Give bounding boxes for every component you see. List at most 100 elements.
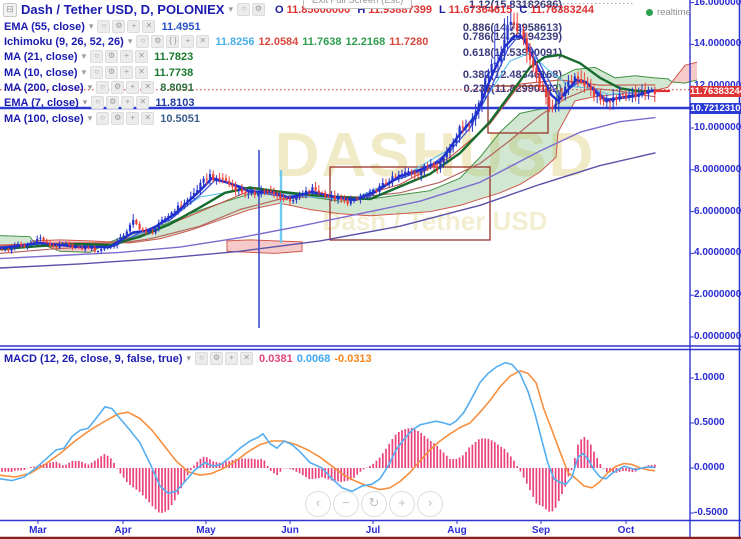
gear-icon[interactable]: ⚙ [106, 95, 120, 109]
plus-icon[interactable]: + [225, 351, 239, 365]
fib-label-0-618: 0.618(13.53990091) [462, 47, 562, 60]
close-icon[interactable]: ✕ [196, 34, 210, 48]
pan-right-button[interactable]: › [417, 491, 443, 517]
low-label: L [439, 3, 446, 16]
open-label: O [275, 3, 284, 16]
indicator-value: 11.7280 [389, 35, 429, 48]
chevron-down-icon[interactable]: ▾ [87, 113, 93, 123]
eye-icon[interactable]: ○ [96, 80, 110, 94]
chevron-down-icon[interactable]: ▾ [87, 82, 93, 92]
eye-icon[interactable]: ○ [91, 95, 105, 109]
indicator-label[interactable]: MA (200, close) [4, 81, 84, 94]
chevron-down-icon[interactable]: ▾ [88, 21, 94, 31]
exit-fullscreen-button[interactable]: Exit Full Screen (Esc) [303, 0, 413, 9]
plus-icon[interactable]: + [127, 19, 141, 33]
indicator-value: 11.4951 [161, 20, 201, 33]
realtime-dot-icon [646, 9, 653, 16]
gear-icon[interactable]: ⚙ [210, 351, 224, 365]
gear-icon[interactable]: ⚙ [252, 2, 265, 16]
indicator-label[interactable]: EMA (55, close) [4, 20, 85, 33]
macd-histogram [1, 428, 656, 513]
chevron-down-icon[interactable]: ▾ [81, 51, 87, 61]
pan-left-button[interactable]: ‹ [305, 491, 331, 517]
month-label: Sep [531, 525, 551, 536]
macd-tick-label: 0.0000 [694, 462, 725, 473]
legend-row-ma10: MA (10, close) ▾ ○ ⚙ + ✕ 11.7738 [4, 65, 194, 79]
gear-icon[interactable]: ⚙ [151, 34, 165, 48]
close-icon[interactable]: ✕ [141, 80, 155, 94]
plus-icon[interactable]: + [120, 65, 134, 79]
close-icon[interactable]: ✕ [135, 65, 149, 79]
indicator-value: 10.5051 [160, 112, 200, 125]
fib-label-1-12: 1.12(15.83182686) [469, 0, 562, 12]
price-tick-label: 14.0000000 [694, 38, 741, 50]
indicator-label[interactable]: Ichimoku (9, 26, 52, 26) [4, 35, 124, 48]
zoom-in-button[interactable]: + [389, 491, 415, 517]
gear-icon[interactable]: ⚙ [111, 80, 125, 94]
legend-row-ema55: EMA (55, close) ▾ ○ ⚙ + ✕ 11.4951 [4, 19, 201, 33]
realtime-label: realtime [657, 7, 691, 18]
eye-icon[interactable]: ○ [96, 111, 110, 125]
eye-icon[interactable]: ○ [97, 19, 111, 33]
gear-icon[interactable]: ⚙ [105, 49, 119, 63]
indicator-value: 8.8091 [160, 81, 194, 94]
gear-icon[interactable]: ⚙ [112, 19, 126, 33]
last-price-tag: 11.76383244 [690, 85, 741, 97]
close-icon[interactable]: ✕ [240, 351, 254, 365]
plus-icon[interactable]: + [181, 34, 195, 48]
close-icon[interactable]: ✕ [136, 95, 150, 109]
month-label: Aug [447, 525, 467, 536]
alert-price-tag: 10.7212310 [690, 102, 741, 114]
close-icon[interactable]: ✕ [141, 111, 155, 125]
legend-row-ma21: MA (21, close) ▾ ○ ⚙ + ✕ 11.7823 [4, 49, 193, 63]
indicator-value: 11.8103 [155, 96, 195, 109]
legend-row-ma200: MA (200, close) ▾ ○ ⚙ + ✕ 8.8091 [4, 80, 194, 94]
indicator-label[interactable]: MACD (12, 26, close, 9, false, true) [4, 352, 183, 365]
chevron-down-icon[interactable]: ▾ [81, 67, 87, 77]
close-label: C [519, 3, 528, 16]
zoom-out-button[interactable]: − [333, 491, 359, 517]
gear-icon[interactable]: ⚙ [111, 111, 125, 125]
legend-row-macd: MACD (12, 26, close, 9, false, true) ▾ ○… [4, 351, 372, 365]
eye-icon[interactable]: ○ [136, 34, 150, 48]
plus-icon[interactable]: + [121, 95, 135, 109]
indicator-label[interactable]: EMA (7, close) [4, 96, 79, 109]
chevron-down-icon[interactable]: ▾ [186, 353, 192, 363]
eye-icon[interactable]: ○ [90, 49, 104, 63]
month-label: Mar [29, 525, 47, 536]
chevron-down-icon[interactable]: ▾ [228, 4, 233, 14]
plus-icon[interactable]: + [126, 111, 140, 125]
indicator-label[interactable]: MA (100, close) [4, 112, 84, 125]
month-label: Apr [114, 525, 132, 536]
eye-icon[interactable]: ○ [195, 351, 209, 365]
indicator-value: 11.7638 [302, 35, 342, 48]
chevron-down-icon[interactable]: ▾ [82, 97, 88, 107]
plus-icon[interactable]: + [126, 80, 140, 94]
close-icon[interactable]: ✕ [135, 49, 149, 63]
indicator-value: 11.7738 [154, 66, 194, 79]
indicator-label[interactable]: MA (21, close) [4, 50, 78, 63]
eye-icon[interactable]: ○ [90, 65, 104, 79]
legend-row-ma100: MA (100, close) ▾ ○ ⚙ + ✕ 10.5051 [4, 111, 200, 125]
indicator-label[interactable]: MA (10, close) [4, 66, 78, 79]
indicator-value: 12.2168 [345, 35, 386, 48]
candles [0, 1, 656, 255]
close-value: 11.76383244 [530, 3, 594, 16]
chevron-down-icon[interactable]: ▾ [127, 36, 133, 46]
collapse-icon[interactable]: ⊟ [3, 2, 17, 17]
fib-label-0-886: 0.886(14.73958613) [462, 21, 562, 34]
eye-icon[interactable]: ○ [237, 2, 250, 16]
price-tick-label: 10.0000000 [694, 122, 741, 133]
plus-icon[interactable]: + [120, 49, 134, 63]
symbol-title[interactable]: Dash / Tether USD, D, POLONIEX [21, 2, 225, 17]
gear-icon[interactable]: ⚙ [105, 65, 119, 79]
close-icon[interactable]: ✕ [142, 19, 156, 33]
chart-header: ⊟ Dash / Tether USD, D, POLONIEX ▾ ○ ⚙ O … [3, 2, 598, 17]
reset-zoom-button[interactable]: ↻ [361, 491, 387, 517]
braces-icon[interactable]: { } [166, 34, 180, 48]
